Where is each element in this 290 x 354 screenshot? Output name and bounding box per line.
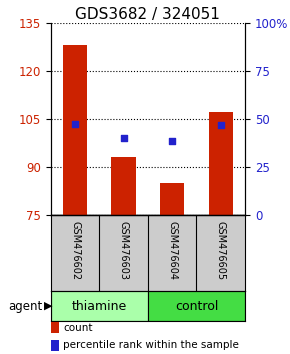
Text: count: count	[64, 323, 93, 333]
Bar	[209, 113, 233, 215]
Text: thiamine: thiamine	[72, 299, 127, 313]
Bar	[51, 291, 148, 321]
Bar	[63, 45, 87, 215]
Bar	[51, 322, 59, 333]
Text: GSM476602: GSM476602	[70, 221, 80, 280]
Text: percentile rank within the sample: percentile rank within the sample	[64, 340, 239, 350]
Bar	[51, 340, 59, 351]
Text: GSM476605: GSM476605	[216, 221, 226, 280]
Title: GDS3682 / 324051: GDS3682 / 324051	[75, 7, 220, 22]
Text: control: control	[175, 299, 218, 313]
Bar	[160, 183, 184, 215]
Text: GSM476603: GSM476603	[119, 221, 128, 280]
Text: GSM476604: GSM476604	[167, 221, 177, 280]
Text: ▶: ▶	[44, 301, 52, 311]
Point	[218, 122, 223, 128]
Text: agent: agent	[8, 299, 42, 313]
Bar	[148, 291, 245, 321]
Point	[170, 138, 175, 144]
Point	[121, 135, 126, 141]
Point	[73, 121, 77, 126]
Bar	[111, 157, 136, 215]
